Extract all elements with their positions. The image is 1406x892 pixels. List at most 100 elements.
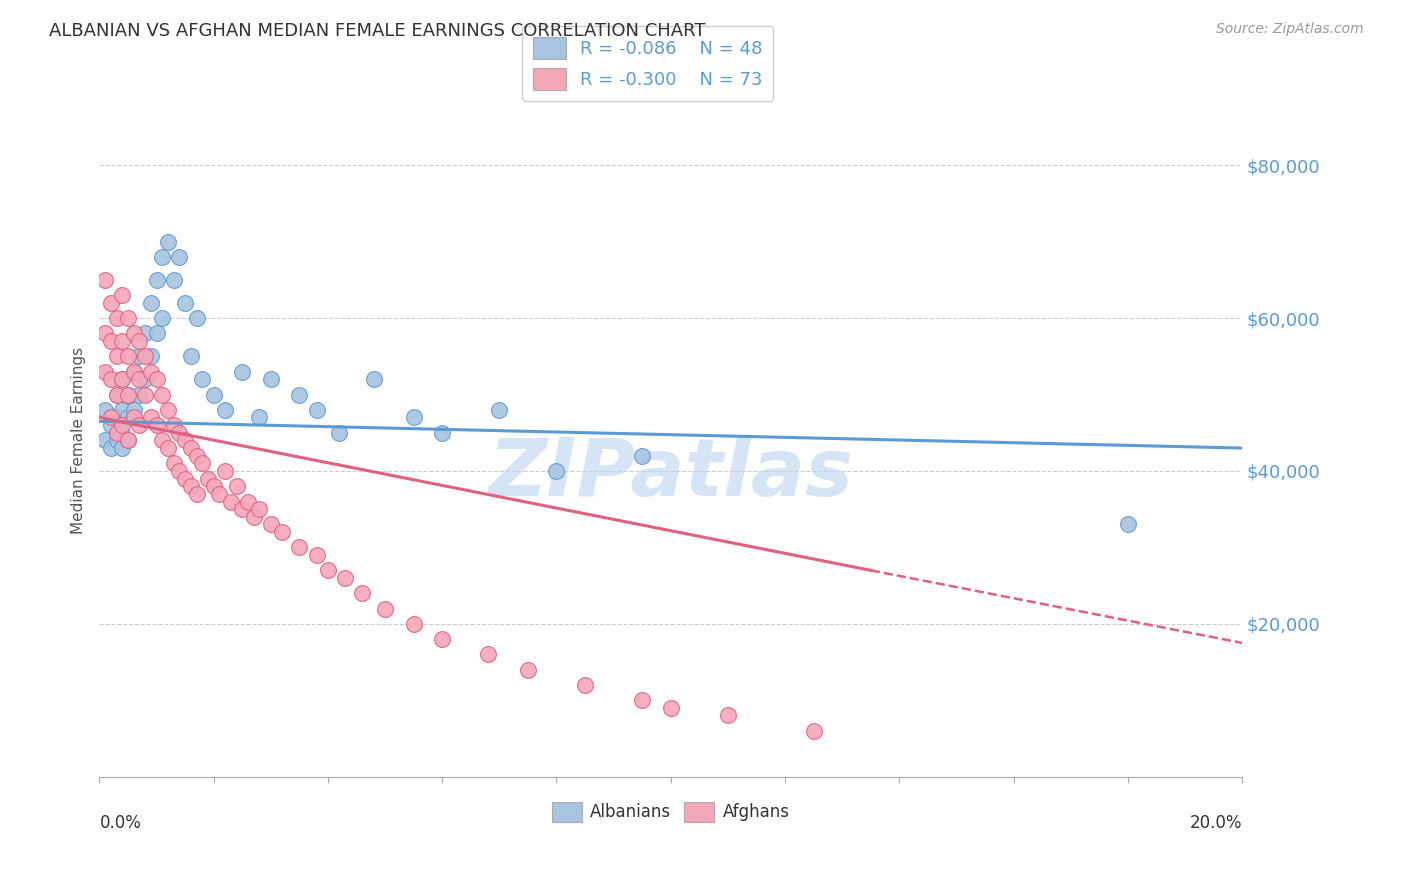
Point xyxy=(180,350,202,364)
Point xyxy=(352,586,374,600)
Point xyxy=(402,616,425,631)
Point xyxy=(105,311,128,326)
Point xyxy=(432,425,454,440)
Point xyxy=(219,494,242,508)
Point xyxy=(139,410,162,425)
Point xyxy=(202,479,225,493)
Point xyxy=(111,402,134,417)
Point xyxy=(111,425,134,440)
Point xyxy=(94,365,117,379)
Point xyxy=(214,402,236,417)
Point xyxy=(316,563,339,577)
Point xyxy=(105,434,128,448)
Point xyxy=(128,334,150,348)
Point xyxy=(208,487,231,501)
Point xyxy=(134,326,156,341)
Point xyxy=(122,365,145,379)
Point xyxy=(100,372,122,386)
Point xyxy=(139,296,162,310)
Point xyxy=(260,372,283,386)
Text: ZIPatlas: ZIPatlas xyxy=(488,435,853,513)
Point xyxy=(150,250,173,264)
Point xyxy=(631,449,654,463)
Point xyxy=(145,418,167,433)
Point xyxy=(546,464,568,478)
Point xyxy=(156,402,179,417)
Point xyxy=(191,372,214,386)
Point xyxy=(117,350,139,364)
Point xyxy=(111,372,134,386)
Point xyxy=(197,472,219,486)
Point xyxy=(574,678,596,692)
Point xyxy=(488,402,510,417)
Point xyxy=(100,296,122,310)
Point xyxy=(122,402,145,417)
Point xyxy=(139,350,162,364)
Point xyxy=(111,334,134,348)
Point xyxy=(305,548,328,562)
Point xyxy=(288,541,311,555)
Point xyxy=(169,425,191,440)
Point xyxy=(186,487,208,501)
Point xyxy=(242,509,264,524)
Point xyxy=(374,601,396,615)
Point xyxy=(328,425,350,440)
Point xyxy=(156,235,179,249)
Point xyxy=(145,372,167,386)
Point xyxy=(150,311,173,326)
Point xyxy=(100,410,122,425)
Point xyxy=(202,387,225,401)
Point xyxy=(117,434,139,448)
Point xyxy=(247,410,270,425)
Point xyxy=(231,365,253,379)
Point xyxy=(117,387,139,401)
Point xyxy=(225,479,247,493)
Point xyxy=(128,418,150,433)
Point xyxy=(128,372,150,386)
Point xyxy=(150,434,173,448)
Point xyxy=(247,502,270,516)
Point xyxy=(180,479,202,493)
Point xyxy=(122,326,145,341)
Point xyxy=(134,387,156,401)
Point xyxy=(163,273,186,287)
Point xyxy=(156,441,179,455)
Point xyxy=(94,273,117,287)
Point xyxy=(94,326,117,341)
Point xyxy=(191,456,214,470)
Point xyxy=(260,517,283,532)
Point xyxy=(122,365,145,379)
Text: 0.0%: 0.0% xyxy=(100,814,142,831)
Point xyxy=(1116,517,1139,532)
Text: Source: ZipAtlas.com: Source: ZipAtlas.com xyxy=(1216,22,1364,37)
Point xyxy=(236,494,259,508)
Point xyxy=(288,387,311,401)
Text: 20.0%: 20.0% xyxy=(1189,814,1241,831)
Point xyxy=(105,350,128,364)
Point xyxy=(105,410,128,425)
Point xyxy=(214,464,236,478)
Point xyxy=(100,334,122,348)
Point xyxy=(128,350,150,364)
Point xyxy=(169,250,191,264)
Point xyxy=(111,418,134,433)
Point xyxy=(105,425,128,440)
Point xyxy=(231,502,253,516)
Point xyxy=(134,350,156,364)
Point xyxy=(111,372,134,386)
Point xyxy=(803,723,825,738)
Point xyxy=(163,418,186,433)
Point xyxy=(105,387,128,401)
Point xyxy=(516,663,538,677)
Text: ALBANIAN VS AFGHAN MEDIAN FEMALE EARNINGS CORRELATION CHART: ALBANIAN VS AFGHAN MEDIAN FEMALE EARNING… xyxy=(49,22,706,40)
Point xyxy=(163,456,186,470)
Point xyxy=(128,387,150,401)
Point xyxy=(477,648,499,662)
Point xyxy=(363,372,385,386)
Point xyxy=(117,410,139,425)
Legend: Albanians, Afghans: Albanians, Afghans xyxy=(546,795,796,829)
Point xyxy=(180,441,202,455)
Point xyxy=(100,418,122,433)
Point xyxy=(117,311,139,326)
Point xyxy=(145,273,167,287)
